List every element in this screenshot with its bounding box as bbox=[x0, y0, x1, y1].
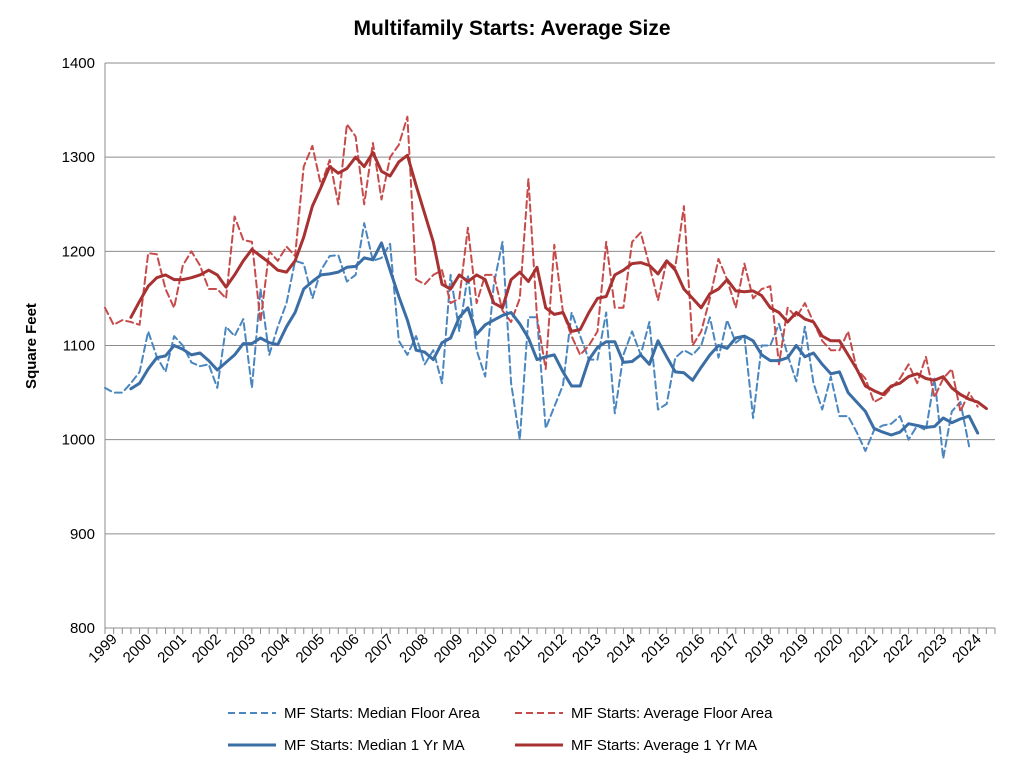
x-tick-label: 2024 bbox=[949, 631, 985, 667]
y-tick-labels: 800 900 1000 1100 1200 1300 1400 bbox=[62, 55, 95, 637]
x-tick-label: 2017 bbox=[707, 631, 743, 667]
series-line-4 bbox=[129, 151, 988, 411]
x-tick-label: 2018 bbox=[742, 631, 778, 667]
legend-label: MF Starts: Median Floor Area bbox=[284, 705, 481, 722]
series-line-3 bbox=[129, 241, 980, 437]
legend-label: MF Starts: Median 1 Yr MA bbox=[284, 737, 465, 754]
y-tick-label: 1100 bbox=[63, 338, 95, 355]
x-tick-label: 2003 bbox=[223, 631, 259, 667]
legend-label: MF Starts: Average Floor Area bbox=[571, 705, 773, 722]
x-tick-label: 2004 bbox=[258, 631, 294, 667]
series-line-2 bbox=[104, 115, 979, 413]
chart-title: Multifamily Starts: Average Size bbox=[353, 17, 670, 40]
x-tick-label: 2010 bbox=[465, 631, 501, 667]
x-tick-label: 2007 bbox=[362, 631, 398, 667]
x-tick-label: 2005 bbox=[293, 631, 329, 667]
legend-label: MF Starts: Average 1 Yr MA bbox=[571, 737, 757, 754]
y-tick-label: 1000 bbox=[62, 432, 95, 449]
x-tick-label: 2019 bbox=[776, 631, 812, 667]
x-tick-label: 2012 bbox=[534, 631, 570, 667]
x-tick-label: 2014 bbox=[604, 631, 640, 667]
x-tick-label: 2021 bbox=[846, 631, 882, 667]
y-tick-label: 1300 bbox=[62, 149, 95, 166]
x-tick-label: 2015 bbox=[638, 631, 674, 667]
x-tick-label: 2006 bbox=[327, 631, 363, 667]
x-tick-label: 2020 bbox=[811, 631, 847, 667]
legend: MF Starts: Median Floor Area MF Starts: A… bbox=[228, 705, 773, 754]
series-lines bbox=[104, 115, 988, 460]
y-tick-label: 1200 bbox=[62, 243, 95, 260]
y-tick-label: 1400 bbox=[62, 55, 95, 72]
x-tick-label: 2008 bbox=[396, 631, 432, 667]
x-tick-label: 2001 bbox=[154, 631, 190, 667]
y-tick-label: 900 bbox=[70, 526, 95, 543]
x-tick-label: 2013 bbox=[569, 631, 605, 667]
x-tick-labels: 1999200020012002200320042005200620072008… bbox=[85, 631, 985, 667]
x-tick-label: 2002 bbox=[189, 631, 225, 667]
x-tick-label: 2022 bbox=[880, 631, 916, 667]
x-tick-label: 2009 bbox=[431, 631, 467, 667]
x-tick-label: 2000 bbox=[120, 631, 156, 667]
x-tick-label: 2016 bbox=[673, 631, 709, 667]
y-axis-label: Square Feet bbox=[23, 303, 40, 389]
x-tick-label: 2023 bbox=[915, 631, 951, 667]
y-tick-label: 800 bbox=[70, 620, 95, 637]
x-tick-label: 2011 bbox=[501, 631, 536, 666]
axes bbox=[104, 63, 996, 634]
